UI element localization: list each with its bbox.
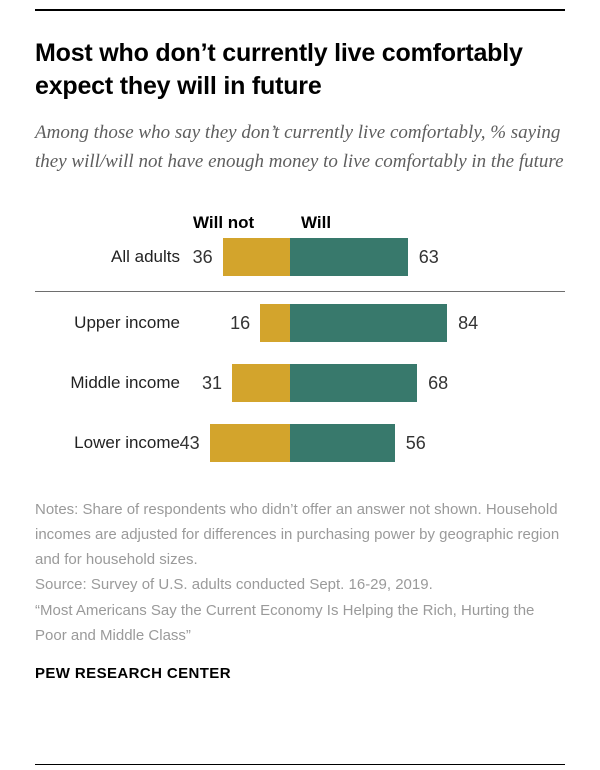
- group-divider: [35, 290, 565, 292]
- source-report-title: “Most Americans Say the Current Economy …: [35, 601, 535, 644]
- chart-subtitle: Among those who say they don’t currently…: [35, 122, 564, 173]
- will-bar: [290, 237, 408, 276]
- will-not-value: 36: [192, 246, 213, 267]
- bar-row-middle-income: Middle income 31 68: [35, 363, 565, 403]
- top-rule: [35, 9, 565, 11]
- will-bar: [290, 303, 448, 342]
- will-not-bar: [209, 423, 290, 462]
- pew-research-center-wordmark: PEW RESEARCH CENTER: [35, 665, 231, 682]
- notes-block: Notes: Share of respondents who didn’t o…: [35, 497, 565, 648]
- source-text: Source: Survey of U.S. adults conducted …: [35, 576, 433, 594]
- will-value: 68: [428, 372, 449, 393]
- will-not-bar: [232, 363, 290, 402]
- will-bar: [290, 363, 418, 402]
- category-label: Middle income: [70, 372, 180, 392]
- category-label: Lower income: [74, 432, 180, 452]
- bar-chart: Will not Will All adults 36 63 Upper inc…: [35, 207, 565, 463]
- will-not-value: 43: [179, 432, 200, 453]
- category-label: All adults: [111, 246, 180, 266]
- will-value: 84: [458, 312, 479, 333]
- bottom-rule: [35, 764, 565, 765]
- category-label: Upper income: [74, 312, 180, 332]
- legend-will-not-label: Will not: [193, 212, 255, 232]
- will-not-value: 31: [202, 372, 223, 393]
- will-not-bar: [260, 303, 290, 342]
- legend-will-label: Will: [301, 212, 332, 232]
- bar-row-all-adults: All adults 36 63: [35, 237, 565, 277]
- will-value: 56: [405, 432, 426, 453]
- chart-legend: Will not Will: [35, 207, 565, 237]
- will-bar: [290, 423, 395, 462]
- will-not-value: 16: [230, 312, 251, 333]
- chart-title: Most who don’t currently live comfortabl…: [35, 39, 523, 100]
- bar-row-lower-income: Lower income 43 56: [35, 423, 565, 463]
- will-not-bar: [222, 237, 290, 276]
- notes-text: Notes: Share of respondents who didn’t o…: [35, 500, 560, 569]
- chart-card: Most who don’t currently live comfortabl…: [0, 9, 600, 765]
- bar-row-upper-income: Upper income 16 84: [35, 303, 565, 343]
- will-value: 63: [418, 246, 439, 267]
